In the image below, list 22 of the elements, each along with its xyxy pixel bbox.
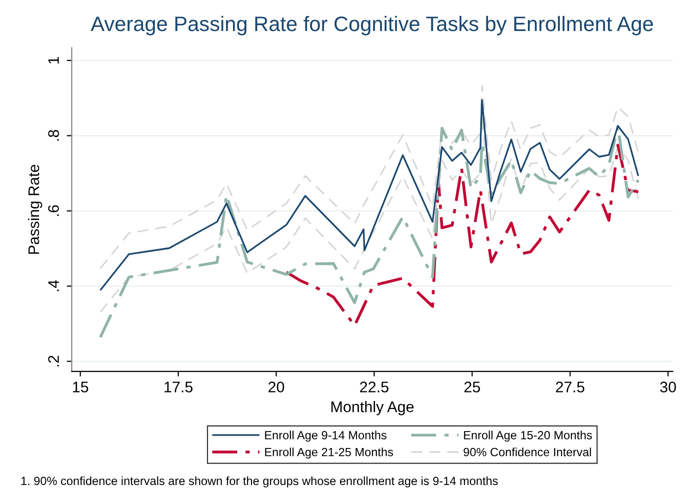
- x-tick-label: 25: [464, 382, 480, 392]
- line-series: [98, 125, 640, 339]
- legend-label: Enroll Age 15-20 Months: [464, 430, 592, 442]
- y-tick-label: .6: [48, 205, 59, 216]
- x-axis-title: Monthly Age: [331, 401, 414, 416]
- x-tick-label: 20: [268, 382, 284, 392]
- line-series: [99, 99, 640, 292]
- y-tick-label: .8: [48, 130, 59, 141]
- x-tick-label: 30: [660, 382, 676, 392]
- y-tick-label: .2: [48, 356, 59, 366]
- legend-label: Enroll Age 9-14 Months: [265, 430, 386, 442]
- x-tick-label: 17.5: [164, 382, 193, 392]
- text: 1. 90% confidence intervals are shown for the groups whose enrollment age is 9-14 months: [21, 476, 498, 488]
- legend-label: 90% Confidence Interval: [464, 448, 591, 456]
- x-tick-label: 22.5: [360, 382, 388, 392]
- y-axis-title: Passing Rate: [28, 164, 42, 254]
- y-tick-label: .4: [48, 280, 59, 292]
- x-tick-label: 15: [73, 382, 88, 392]
- x-tick-label: 27.5: [556, 382, 584, 392]
- legend-label: Enroll Age 21-25 Months: [265, 448, 394, 459]
- chart-title: Average Passing Rate for Cognitive Tasks by Enrollment Age: [90, 16, 653, 36]
- y-tick-label: 1: [48, 56, 59, 64]
